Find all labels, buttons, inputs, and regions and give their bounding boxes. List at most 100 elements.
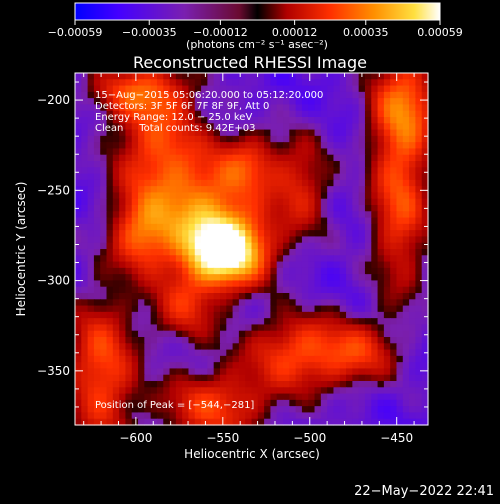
heatmap-pixel bbox=[333, 142, 341, 150]
heatmap-pixel bbox=[150, 393, 158, 401]
heatmap-pixel bbox=[119, 286, 127, 294]
footer-timestamp: 22−May−2022 22:41 bbox=[354, 484, 494, 499]
heatmap-pixel bbox=[81, 368, 89, 376]
heatmap-pixel bbox=[207, 286, 215, 294]
heatmap-pixel bbox=[364, 179, 372, 187]
heatmap-pixel bbox=[81, 349, 89, 357]
heatmap-pixel bbox=[238, 205, 246, 212]
heatmap-pixel bbox=[352, 324, 360, 332]
heatmap-pixel bbox=[194, 387, 202, 395]
heatmap-pixel bbox=[270, 293, 278, 300]
heatmap-pixel bbox=[182, 211, 190, 219]
heatmap-pixel bbox=[251, 393, 259, 401]
heatmap-pixel bbox=[377, 255, 385, 263]
heatmap-pixel bbox=[226, 418, 234, 426]
heatmap-pixel bbox=[81, 280, 89, 288]
heatmap-pixel bbox=[283, 217, 290, 225]
heatmap-pixel bbox=[87, 91, 95, 99]
heatmap-pixel bbox=[352, 167, 360, 175]
heatmap-pixel bbox=[409, 255, 416, 263]
heatmap-pixel bbox=[409, 79, 416, 87]
heatmap-pixel bbox=[270, 305, 278, 313]
heatmap-pixel bbox=[100, 91, 108, 99]
heatmap-pixel bbox=[308, 91, 316, 99]
heatmap-pixel bbox=[358, 104, 366, 112]
heatmap-pixel bbox=[352, 205, 360, 212]
heatmap-pixel bbox=[188, 355, 196, 363]
heatmap-pixel bbox=[390, 286, 398, 294]
heatmap-pixel bbox=[81, 406, 89, 414]
heatmap-pixel bbox=[276, 142, 284, 150]
heatmap-pixel bbox=[270, 330, 278, 338]
heatmap-pixel bbox=[150, 242, 158, 250]
heatmap-pixel bbox=[409, 355, 416, 363]
heatmap-pixel bbox=[81, 381, 89, 388]
heatmap-pixel bbox=[169, 117, 177, 124]
heatmap-pixel bbox=[390, 104, 398, 112]
heatmap-pixel bbox=[207, 186, 215, 194]
heatmap-pixel bbox=[175, 399, 183, 407]
heatmap-pixel bbox=[81, 343, 89, 351]
heatmap-pixel bbox=[119, 343, 127, 351]
heatmap-pixel bbox=[339, 110, 347, 118]
heatmap-pixel bbox=[245, 98, 253, 106]
heatmap-pixel bbox=[396, 267, 404, 275]
heatmap-pixel bbox=[402, 286, 410, 294]
heatmap-pixel bbox=[163, 79, 171, 87]
heatmap-pixel bbox=[232, 236, 240, 244]
heatmap-pixel bbox=[150, 192, 158, 200]
heatmap-pixel bbox=[257, 293, 265, 300]
heatmap-pixel bbox=[112, 91, 120, 99]
heatmap-pixel bbox=[314, 399, 322, 407]
heatmap-pixel bbox=[125, 330, 133, 338]
heatmap-pixel bbox=[283, 399, 290, 407]
heatmap-pixel bbox=[163, 412, 171, 420]
heatmap-pixel bbox=[257, 242, 265, 250]
heatmap-pixel bbox=[289, 91, 297, 99]
heatmap-pixel bbox=[93, 179, 101, 187]
heatmap-pixel bbox=[219, 355, 227, 363]
heatmap-pixel bbox=[226, 399, 234, 407]
heatmap-pixel bbox=[144, 374, 152, 382]
heatmap-pixel bbox=[409, 381, 416, 388]
heatmap-pixel bbox=[219, 412, 227, 420]
heatmap-pixel bbox=[409, 230, 416, 238]
heatmap-pixel bbox=[238, 337, 246, 344]
heatmap-pixel bbox=[106, 242, 114, 250]
heatmap-pixel bbox=[93, 98, 101, 106]
heatmap-pixel bbox=[213, 154, 221, 162]
heatmap-pixel bbox=[175, 293, 183, 300]
heatmap-pixel bbox=[125, 381, 133, 388]
heatmap-pixel bbox=[264, 135, 272, 143]
heatmap-pixel bbox=[257, 399, 265, 407]
heatmap-pixel bbox=[289, 167, 297, 175]
heatmap-pixel bbox=[402, 255, 410, 263]
heatmap-pixel bbox=[346, 129, 353, 137]
heatmap-pixel bbox=[93, 374, 101, 382]
heatmap-pixel bbox=[156, 79, 164, 87]
heatmap-pixel bbox=[383, 123, 391, 131]
heatmap-pixel bbox=[289, 255, 297, 263]
heatmap-pixel bbox=[150, 154, 158, 162]
heatmap-pixel bbox=[207, 406, 215, 414]
heatmap-pixel bbox=[333, 280, 341, 288]
heatmap-pixel bbox=[339, 261, 347, 269]
heatmap-pixel bbox=[276, 223, 284, 231]
heatmap-pixel bbox=[194, 148, 202, 156]
heatmap-pixel bbox=[308, 387, 316, 395]
heatmap-pixel bbox=[358, 381, 366, 388]
heatmap-pixel bbox=[182, 104, 190, 112]
heatmap-pixel bbox=[276, 104, 284, 112]
heatmap-pixel bbox=[377, 173, 385, 181]
heatmap-pixel bbox=[156, 355, 164, 363]
heatmap-pixel bbox=[390, 110, 398, 118]
heatmap-pixel bbox=[156, 104, 164, 112]
heatmap-pixel bbox=[352, 129, 360, 137]
heatmap-pixel bbox=[352, 418, 360, 426]
heatmap-pixel bbox=[138, 362, 145, 370]
heatmap-pixel bbox=[402, 274, 410, 282]
heatmap-pixel bbox=[301, 154, 309, 162]
heatmap-pixel bbox=[194, 236, 202, 244]
heatmap-pixel bbox=[182, 318, 190, 326]
heatmap-pixel bbox=[213, 142, 221, 150]
